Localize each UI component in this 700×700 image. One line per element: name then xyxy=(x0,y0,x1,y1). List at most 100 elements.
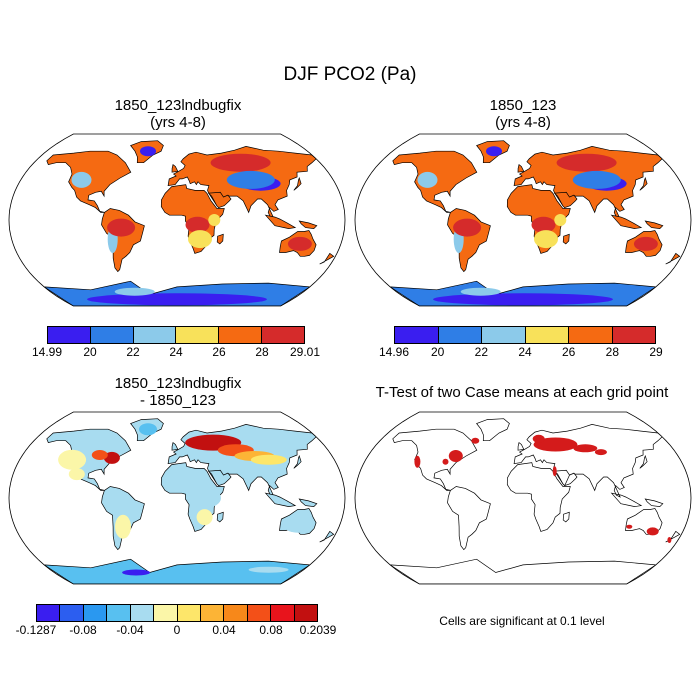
land-arabia xyxy=(207,469,232,487)
positive-great-lakes xyxy=(91,450,108,460)
high-pco2-amazon xyxy=(107,218,136,237)
colorbar-c-tick-label: 0 xyxy=(173,623,181,637)
map-panel-d xyxy=(354,411,692,585)
colorbar-c-swatch xyxy=(107,605,131,621)
colorbar-c-swatch xyxy=(294,605,318,621)
mid-pco2-east-africa xyxy=(554,214,567,226)
colorbar-a-swatch xyxy=(133,327,177,343)
colorbar-c-swatches xyxy=(36,604,318,622)
land-uk xyxy=(517,163,525,173)
colorbar-a-tick-label: 22 xyxy=(126,345,140,359)
mid-pco2-rockies xyxy=(417,171,438,188)
significant-cell-kazakhstan xyxy=(573,444,598,453)
slight-negative-australia xyxy=(284,520,313,533)
low-pco2-antarctica xyxy=(433,293,613,306)
colorbar-a-tick-label: 26 xyxy=(212,345,226,359)
mid-pco2-southern-africa xyxy=(534,230,558,249)
land-namerica xyxy=(46,428,132,491)
land-nz xyxy=(665,252,681,265)
land-indonesia xyxy=(610,214,643,229)
colorbar-b-swatch xyxy=(395,327,439,343)
colorbar-b-swatch xyxy=(525,327,569,343)
coastline-japan xyxy=(639,454,648,469)
significant-cell-labrador xyxy=(471,437,480,444)
land-japan xyxy=(293,176,302,191)
panel-b-title-line2: (yrs 4-8) xyxy=(495,114,551,131)
significance-note: Cells are significant at 0.1 level xyxy=(439,614,605,628)
significant-cell-new-zealand xyxy=(667,537,672,543)
coastline-newguinea xyxy=(644,498,664,507)
colorbar-b-swatch xyxy=(438,327,482,343)
significant-cell-scandinavia xyxy=(532,434,545,443)
coastline-arabia xyxy=(553,469,578,487)
significant-cell-egypt xyxy=(552,466,557,477)
colorbar-a-tick-label: 24 xyxy=(169,345,183,359)
neutral-southern-africa xyxy=(196,509,213,526)
colorbar-c-tick-label: 0.2039 xyxy=(299,623,337,637)
map-boundary xyxy=(8,133,346,307)
significant-cell-western-australia xyxy=(626,524,633,529)
colorbar-c-swatch xyxy=(247,605,272,621)
colorbar-b-tick-label: 29 xyxy=(649,345,663,359)
negative-antarctic-peninsula xyxy=(122,569,151,576)
high-pco2-siberia xyxy=(210,153,271,172)
colorbar-a: 14.99 20 22 24 26 28 29.01 xyxy=(32,326,320,360)
colorbar-a-labels: 14.99 20 22 24 26 28 29.01 xyxy=(32,344,320,360)
colorbar-b-swatch xyxy=(612,327,655,343)
high-pco2-congo xyxy=(531,216,556,233)
low-pco2-central-asia xyxy=(572,170,621,189)
coastline-indonesia xyxy=(610,492,643,507)
map-panel-b xyxy=(354,133,692,307)
colorbar-c-swatch xyxy=(224,605,248,621)
panel-b-title-line1: 1850_123 xyxy=(489,97,557,114)
colorbar-a-swatch xyxy=(48,327,91,343)
low-pco2-greenland xyxy=(486,146,502,157)
coastline-africa xyxy=(506,462,571,532)
low-pco2-greenland xyxy=(140,146,156,157)
coastline-greenland xyxy=(476,418,510,442)
land-madagascar xyxy=(216,511,224,523)
coastline-antarctica xyxy=(388,558,657,584)
colorbar-c: -0.1287 -0.08 -0.04 0 0.04 0.08 0.2039 xyxy=(16,604,337,638)
significant-cell-southeast-australia xyxy=(646,527,659,536)
colorbar-b-tick-label: 22 xyxy=(474,345,489,359)
colorbar-c-swatch xyxy=(271,605,295,621)
colorbar-a-tick-label: 14.99 xyxy=(31,345,63,359)
high-pco2-australia xyxy=(633,236,658,251)
coastline-uk xyxy=(517,441,525,451)
panel-a-title: 1850_123lndbugfix (yrs 4-8) xyxy=(58,97,298,131)
colorbar-b-tick-label: 20 xyxy=(430,345,445,359)
coastline-namerica xyxy=(392,428,478,491)
land-newguinea xyxy=(298,498,318,507)
coastline-samerica xyxy=(447,486,491,551)
colorbar-a-tick-label: 29.01 xyxy=(289,345,321,359)
land-japan xyxy=(293,454,302,469)
neutral-mexico xyxy=(68,468,85,481)
colorbar-c-swatch xyxy=(60,605,84,621)
colorbar-a-tick-label: 28 xyxy=(255,345,269,359)
colorbar-c-labels: -0.1287 -0.08 -0.04 0 0.04 0.08 0.2039 xyxy=(16,622,337,638)
colorbar-c-swatch xyxy=(37,605,61,621)
significant-cell-eastern-europe xyxy=(533,437,578,452)
colorbar-c-tick-label: -0.1287 xyxy=(15,623,57,637)
colorbar-a-swatch xyxy=(90,327,134,343)
colorbar-c-swatch xyxy=(130,605,155,621)
colorbar-b-labels: 14.96 20 22 24 26 28 29 xyxy=(379,344,663,360)
map-panel-c xyxy=(8,411,346,585)
low-pco2-antarctica xyxy=(87,293,267,306)
land-japan xyxy=(639,176,648,191)
colorbar-c-swatch xyxy=(200,605,225,621)
negative-greenland xyxy=(139,423,157,436)
colorbar-b-swatch xyxy=(569,327,613,343)
land-nz xyxy=(319,252,335,265)
high-pco2-congo xyxy=(185,216,210,233)
panel-c-title-line2: - 1850_123 xyxy=(140,392,216,409)
high-pco2-siberia xyxy=(556,153,617,172)
land-uk xyxy=(171,163,179,173)
land-madagascar xyxy=(562,233,570,245)
significant-cell-california xyxy=(414,455,421,468)
map-boundary xyxy=(354,411,692,585)
colorbar-b-tick-label: 14.96 xyxy=(378,345,410,359)
map-boundary xyxy=(354,133,692,307)
significant-cell-eastern-us xyxy=(448,450,463,462)
